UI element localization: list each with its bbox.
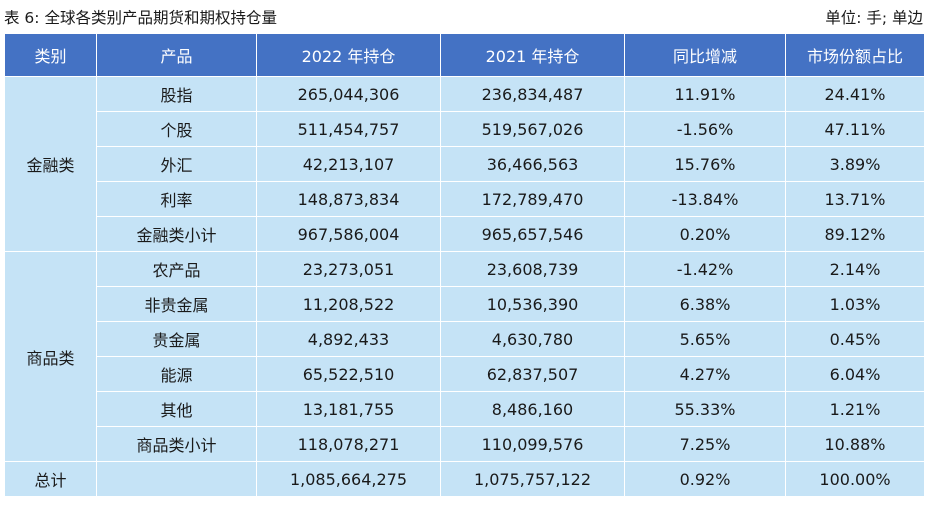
header-category: 类别: [4, 33, 97, 77]
cell-yoy: 7.25%: [624, 426, 786, 462]
cell-product: 商品类小计: [96, 426, 257, 462]
cell-2021: 519,567,026: [440, 111, 625, 147]
cell-2022: 148,873,834: [256, 181, 441, 217]
cell-yoy: -1.56%: [624, 111, 786, 147]
cell-2022: 4,892,433: [256, 321, 441, 357]
cell-yoy: 5.65%: [624, 321, 786, 357]
cell-share: 24.41%: [785, 76, 925, 112]
cell-share: 3.89%: [785, 146, 925, 182]
cell-yoy: -13.84%: [624, 181, 786, 217]
cell-2021: 110,099,576: [440, 426, 625, 462]
cell-yoy: 6.38%: [624, 286, 786, 322]
holdings-table: 类别 产品 2022 年持仓 2021 年持仓 同比增减 市场份额占比 金融类 …: [4, 33, 925, 497]
cell-product: 能源: [96, 356, 257, 392]
table-row: 非贵金属 11,208,522 10,536,390 6.38% 1.03%: [5, 286, 925, 322]
table-row: 外汇 42,213,107 36,466,563 15.76% 3.89%: [5, 146, 925, 182]
cell-2021: 62,837,507: [440, 356, 625, 392]
cell-product: 贵金属: [96, 321, 257, 357]
cell-2022: 265,044,306: [256, 76, 441, 112]
table-row: 金融类 股指 265,044,306 236,834,487 11.91% 24…: [4, 76, 925, 252]
header-row: 类别 产品 2022 年持仓 2021 年持仓 同比增减 市场份额占比: [4, 33, 925, 77]
cell-product: 非贵金属: [96, 286, 257, 322]
table-caption: 表 6: 全球各类别产品期货和期权持仓量 单位: 手; 单边: [0, 0, 931, 34]
cell-product: [96, 461, 257, 497]
cell-product: 农产品: [96, 251, 257, 287]
cell-2022: 11,208,522: [256, 286, 441, 322]
cell-product: 外汇: [96, 146, 257, 182]
cell-product: 其他: [96, 391, 257, 427]
cell-product: 个股: [96, 111, 257, 147]
cell-share: 1.03%: [785, 286, 925, 322]
table-row: 商品类 农产品 23,273,051 23,608,739 -1.42% 2.1…: [4, 251, 925, 462]
cell-total-label: 总计: [4, 461, 97, 497]
group-financial: 金融类: [4, 76, 97, 252]
cell-yoy: 15.76%: [624, 146, 786, 182]
cell-2022: 23,273,051: [256, 251, 441, 287]
cell-2022: 118,078,271: [256, 426, 441, 462]
header-share: 市场份额占比: [785, 33, 925, 77]
unit-label: 单位: 手; 单边: [825, 9, 923, 27]
cell-2021: 36,466,563: [440, 146, 625, 182]
cell-2022: 42,213,107: [256, 146, 441, 182]
cell-yoy: 55.33%: [624, 391, 786, 427]
table-row: 贵金属 4,892,433 4,630,780 5.65% 0.45%: [5, 321, 925, 357]
subtotal-row: 金融类小计 967,586,004 965,657,546 0.20% 89.1…: [5, 216, 925, 252]
cell-2021: 965,657,546: [440, 216, 625, 252]
total-row: 总计 1,085,664,275 1,075,757,122 0.92% 100…: [4, 461, 925, 497]
cell-share: 47.11%: [785, 111, 925, 147]
group-commodity: 商品类: [4, 251, 97, 462]
cell-share: 100.00%: [785, 461, 925, 497]
header-yoy: 同比增减: [624, 33, 786, 77]
cell-2021: 10,536,390: [440, 286, 625, 322]
table-row: 利率 148,873,834 172,789,470 -13.84% 13.71…: [5, 181, 925, 217]
cell-share: 2.14%: [785, 251, 925, 287]
cell-share: 1.21%: [785, 391, 925, 427]
cell-share: 13.71%: [785, 181, 925, 217]
cell-yoy: 11.91%: [624, 76, 786, 112]
cell-product: 股指: [96, 76, 257, 112]
cell-2022: 13,181,755: [256, 391, 441, 427]
cell-2021: 236,834,487: [440, 76, 625, 112]
header-product: 产品: [96, 33, 257, 77]
cell-2022: 511,454,757: [256, 111, 441, 147]
header-2021: 2021 年持仓: [440, 33, 625, 77]
cell-2021: 23,608,739: [440, 251, 625, 287]
cell-yoy: 0.20%: [624, 216, 786, 252]
cell-yoy: 0.92%: [624, 461, 786, 497]
cell-2021: 1,075,757,122: [440, 461, 625, 497]
subtotal-row: 商品类小计 118,078,271 110,099,576 7.25% 10.8…: [5, 426, 925, 462]
cell-share: 0.45%: [785, 321, 925, 357]
header-2022: 2022 年持仓: [256, 33, 441, 77]
cell-yoy: -1.42%: [624, 251, 786, 287]
cell-share: 10.88%: [785, 426, 925, 462]
cell-2022: 967,586,004: [256, 216, 441, 252]
table-row: 个股 511,454,757 519,567,026 -1.56% 47.11%: [5, 111, 925, 147]
cell-yoy: 4.27%: [624, 356, 786, 392]
cell-2021: 4,630,780: [440, 321, 625, 357]
table-row: 其他 13,181,755 8,486,160 55.33% 1.21%: [5, 391, 925, 427]
cell-share: 89.12%: [785, 216, 925, 252]
table-row: 能源 65,522,510 62,837,507 4.27% 6.04%: [5, 356, 925, 392]
cell-product: 利率: [96, 181, 257, 217]
cell-2022: 65,522,510: [256, 356, 441, 392]
cell-product: 金融类小计: [96, 216, 257, 252]
cell-2021: 8,486,160: [440, 391, 625, 427]
cell-share: 6.04%: [785, 356, 925, 392]
table-title: 表 6: 全球各类别产品期货和期权持仓量: [4, 9, 277, 27]
cell-2021: 172,789,470: [440, 181, 625, 217]
cell-2022: 1,085,664,275: [256, 461, 441, 497]
